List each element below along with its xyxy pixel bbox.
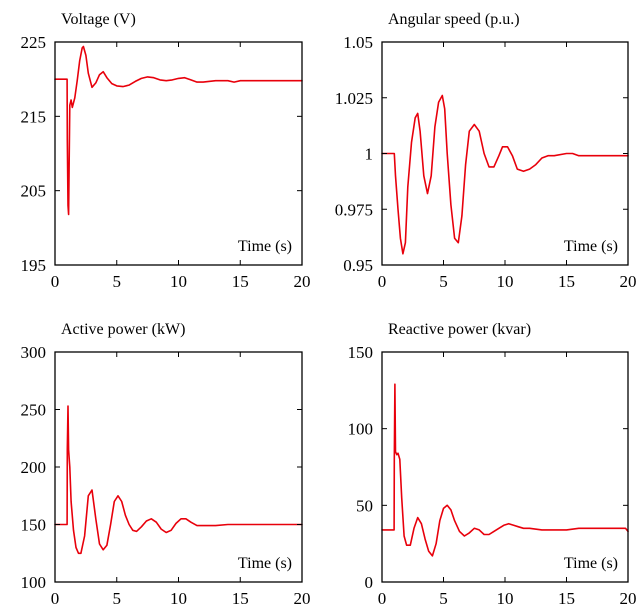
active-power-y-tick-label: 200 — [21, 458, 47, 477]
voltage-x-tick-label: 10 — [170, 272, 187, 291]
active-power-x-tick-label: 10 — [170, 589, 187, 608]
reactive-power-x-tick-label: 20 — [620, 589, 637, 608]
reactive-power-y-tick-label: 0 — [365, 573, 374, 592]
reactive-power-panel: 0 5 10 15 20 0 50 100 150 Reactive power (kvar) Ti… — [348, 321, 637, 608]
angular-speed-y-tick-label: 0.975 — [335, 200, 373, 219]
angular-speed-x-tick-label: 20 — [620, 272, 637, 291]
angular-speed-panel: 0 5 10 15 20 0.95 0.975 1 1.025 1.05 Angular speed… — [335, 11, 637, 291]
angular-speed-plot-frame — [381, 41, 629, 266]
voltage-y-tick-label: 205 — [21, 182, 47, 201]
voltage-plot-frame — [54, 41, 303, 266]
angular-speed-x-tick-label: 10 — [497, 272, 514, 291]
angular-speed-x-tick-label: 0 — [378, 272, 387, 291]
reactive-power-x-tick-label: 10 — [497, 589, 514, 608]
angular-speed-title: Angular speed (p.u.) — [388, 11, 520, 28]
active-power-x-axis-label: Time (s) — [238, 555, 292, 572]
voltage-series-line — [54, 45, 303, 216]
active-power-y-tick-label: 100 — [21, 573, 47, 592]
reactive-power-x-axis-label: Time (s) — [564, 555, 618, 572]
reactive-power-series-line — [381, 383, 629, 557]
voltage-x-tick-label: 20 — [294, 272, 311, 291]
voltage-x-tick-label: 5 — [113, 272, 122, 291]
angular-speed-y-tick-label: 1.05 — [343, 33, 373, 52]
angular-speed-y-tick-label: 1.025 — [335, 89, 373, 108]
active-power-y-tick-label: 300 — [21, 343, 47, 362]
angular-speed-y-tick-label: 0.95 — [343, 256, 373, 275]
voltage-y-tick-label: 215 — [21, 107, 47, 126]
voltage-x-tick-label: 15 — [232, 272, 249, 291]
reactive-power-x-tick-label: 15 — [558, 589, 575, 608]
reactive-power-y-tick-label: 100 — [348, 420, 374, 439]
reactive-power-x-tick-label: 5 — [439, 589, 448, 608]
angular-speed-y-tick-label: 1 — [365, 145, 374, 164]
active-power-plot-frame — [54, 351, 303, 583]
voltage-title: Voltage (V) — [61, 11, 136, 28]
active-power-x-tick-label: 20 — [294, 589, 311, 608]
active-power-series-line — [54, 405, 303, 555]
active-power-y-tick-label: 250 — [21, 401, 47, 420]
voltage-y-tick-label: 195 — [21, 256, 47, 275]
reactive-power-x-tick-label: 0 — [378, 589, 387, 608]
reactive-power-plot-frame — [381, 351, 629, 583]
voltage-panel: 0 5 10 15 20 195 205 215 225 Voltage (V) Time (s) — [21, 11, 311, 291]
active-power-x-tick-label: 15 — [232, 589, 249, 608]
active-power-y-tick-label: 150 — [21, 516, 47, 535]
active-power-x-tick-label: 0 — [51, 589, 60, 608]
angular-speed-x-axis-label: Time (s) — [564, 238, 618, 255]
voltage-y-tick-label: 225 — [21, 33, 47, 52]
reactive-power-y-tick-label: 50 — [356, 496, 373, 515]
reactive-power-y-tick-label: 150 — [348, 343, 374, 362]
angular-speed-series-line — [381, 94, 629, 255]
active-power-title: Active power (kW) — [61, 321, 185, 338]
active-power-x-tick-label: 5 — [113, 589, 122, 608]
angular-speed-x-tick-label: 15 — [558, 272, 575, 291]
active-power-panel: 0 5 10 15 20 100 150 200 250 300 Active power (kW)… — [21, 321, 311, 608]
voltage-x-axis-label: Time (s) — [238, 238, 292, 255]
angular-speed-x-tick-label: 5 — [439, 272, 448, 291]
voltage-x-tick-label: 0 — [51, 272, 60, 291]
reactive-power-title: Reactive power (kvar) — [388, 321, 531, 338]
